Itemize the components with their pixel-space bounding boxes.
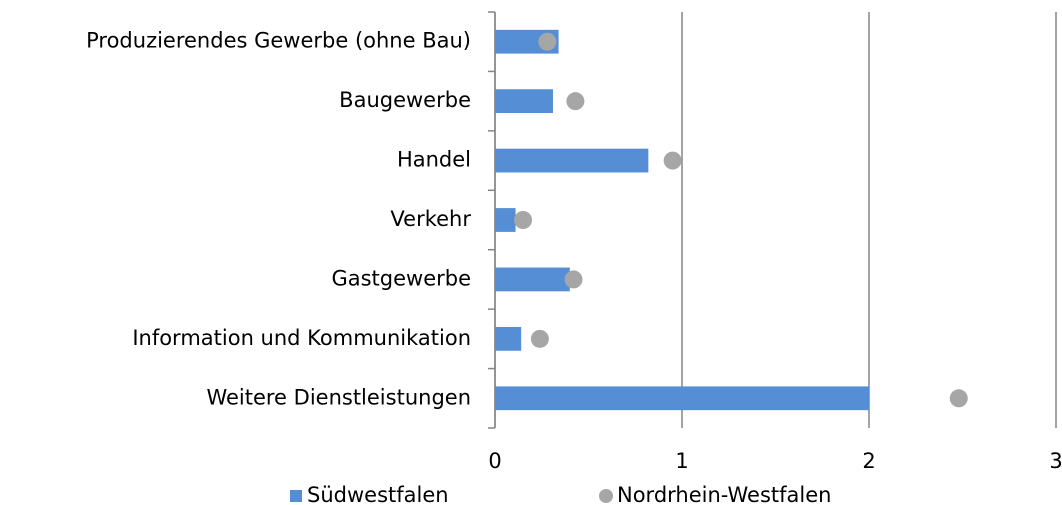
legend-swatch — [599, 489, 613, 503]
y-tick-label: Gastgewerbe — [331, 266, 471, 290]
bar — [495, 267, 570, 292]
y-tick-label: Weitere Dienstleistungen — [206, 385, 471, 409]
dot — [566, 92, 585, 111]
dot — [949, 389, 968, 408]
x-tick-label: 2 — [862, 449, 875, 473]
y-tick-label: Information und Kommunikation — [132, 326, 471, 350]
dot — [663, 151, 682, 170]
dot — [514, 211, 533, 229]
bar — [495, 326, 522, 351]
bar — [495, 386, 869, 411]
x-tick-label: 1 — [675, 449, 688, 473]
legend-label: Südwestfalen — [307, 483, 449, 505]
legend-label: Nordrhein-Westfalen — [617, 483, 831, 505]
y-tick-label: Produzierendes Gewerbe (ohne Bau) — [86, 29, 471, 53]
bar — [495, 89, 553, 114]
y-tick-label: Handel — [397, 148, 471, 172]
x-tick-label: 3 — [1049, 449, 1062, 473]
y-tick-label: Verkehr — [390, 207, 471, 231]
dot — [564, 270, 583, 289]
y-tick-label: Baugewerbe — [339, 88, 471, 112]
dot — [530, 329, 549, 348]
dot — [538, 32, 557, 51]
bar — [495, 148, 649, 173]
x-tick-label: 0 — [488, 449, 501, 473]
bar — [495, 208, 516, 232]
legend-swatch — [290, 490, 302, 502]
